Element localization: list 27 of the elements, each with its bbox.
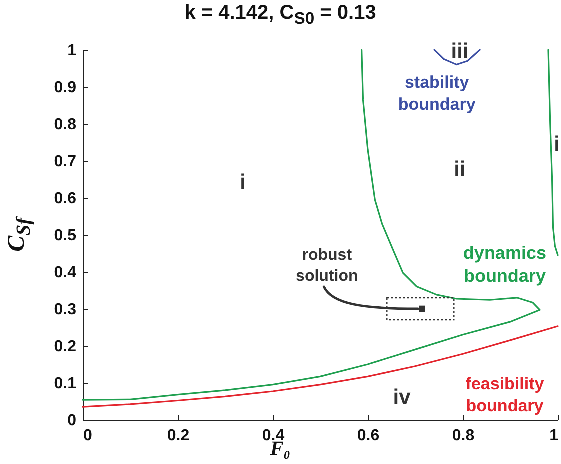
y-tick-label: 0.6 bbox=[54, 190, 77, 208]
x-tick-label: 0.2 bbox=[167, 428, 190, 444]
annotation: ii bbox=[454, 158, 466, 181]
y-tick-label: 1 bbox=[68, 42, 77, 60]
x-tick-label: 0.8 bbox=[452, 428, 475, 444]
annotation: i bbox=[554, 133, 560, 156]
annotation: iv bbox=[393, 386, 412, 409]
y-tick-label: 0 bbox=[68, 412, 77, 430]
series-label: feasibility boundary bbox=[466, 374, 545, 416]
y-tick-label: 0.7 bbox=[54, 154, 77, 170]
series-label: dynamics boundary bbox=[463, 243, 546, 286]
x-tick-label: 0.6 bbox=[357, 428, 380, 444]
y-tick-label: 0.5 bbox=[54, 228, 77, 244]
chart-title: k = 4.142, C$_{S0}$ = 0.13 bbox=[184, 2, 378, 29]
text: robust solution bbox=[296, 247, 358, 285]
series-label: stability boundary bbox=[398, 73, 476, 114]
y-tick-label: 0.8 bbox=[54, 116, 77, 134]
y-tick-label: 0.3 bbox=[54, 302, 77, 318]
y-tick-label: 0.1 bbox=[54, 376, 77, 392]
y-tick-label: 0.9 bbox=[54, 80, 77, 96]
y-tick-label: 0.2 bbox=[54, 338, 77, 356]
x-tick-label: 0 bbox=[84, 428, 92, 444]
y-tick-label: 0.4 bbox=[54, 264, 77, 282]
annotation: iii bbox=[451, 40, 469, 63]
line-series bbox=[548, 49, 559, 256]
annotation: i bbox=[240, 171, 246, 194]
x-tick-label: 1 bbox=[550, 428, 559, 444]
